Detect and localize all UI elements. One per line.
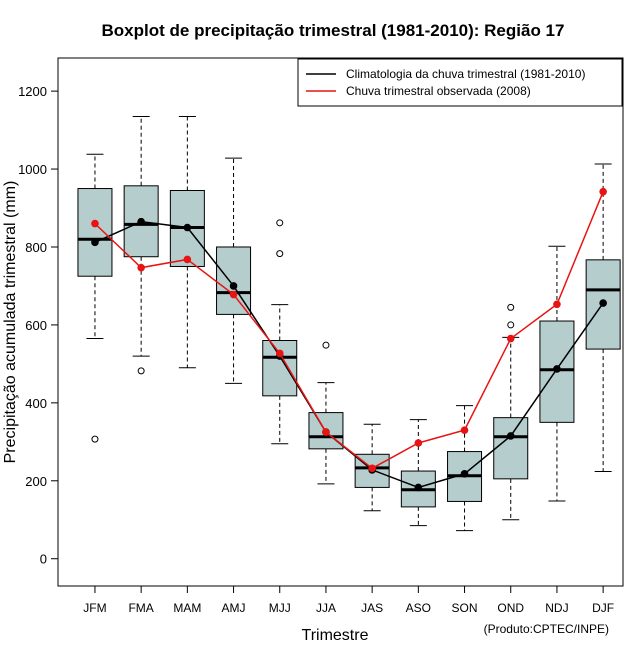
observed-point: [229, 290, 238, 299]
legend-label-climatology: Climatologia da chuva trimestral (1981-2…: [346, 67, 585, 81]
climatology-point: [506, 432, 515, 440]
x-tick-label: ASO: [406, 601, 431, 615]
box: [585, 259, 621, 350]
x-tick-label: AMJ: [222, 601, 246, 615]
climatology-point: [460, 469, 469, 478]
plot-frame: [57, 57, 624, 587]
observed-point: [91, 219, 99, 228]
observed-point: [414, 439, 423, 447]
x-tick-label: OND: [497, 601, 524, 615]
box: [493, 417, 529, 480]
chart-title: Boxplot de precipitação trimestral (1981…: [102, 21, 565, 40]
y-tick-label: 1200: [18, 84, 47, 99]
observed-point: [183, 255, 192, 264]
boxes: [77, 115, 621, 532]
climatology-point: [553, 365, 561, 373]
x-tick-label: FMA: [128, 601, 153, 615]
x-axis: JFM FMA MAM AMJ MJJ JJA JAS ASO SON OND NDJ DJF: [83, 585, 614, 615]
outlier-point: [507, 321, 515, 329]
climatology-point: [91, 238, 99, 247]
box: [262, 340, 298, 397]
outlier-point: [137, 367, 145, 375]
outlier-point: [507, 303, 515, 311]
y-tick-label: 200: [25, 474, 47, 489]
y-tick-label: 0: [40, 552, 47, 567]
box: [77, 188, 113, 277]
climatology-point: [137, 217, 145, 226]
climatology-point: [599, 299, 607, 307]
x-tick-label: NDJ: [545, 601, 568, 615]
x-tick-label: MJJ: [269, 601, 291, 615]
box: [216, 246, 252, 315]
x-tick-label: JFM: [83, 601, 106, 615]
y-axis-label: Precipitação acumulada trimestral (mm): [2, 181, 19, 464]
series-lines: [91, 187, 607, 492]
x-tick-label: SON: [452, 601, 478, 615]
observed-point: [368, 464, 376, 473]
y-tick-label: 600: [25, 318, 47, 333]
climatology-point: [229, 282, 238, 290]
credit-text: (Produto:CPTEC/INPE): [484, 622, 609, 636]
observed-point: [599, 187, 607, 196]
outlier-point: [91, 435, 99, 443]
x-tick-label: JJA: [316, 601, 336, 615]
observed-point: [275, 349, 284, 358]
observed-point: [322, 428, 330, 436]
observed-point: [460, 426, 469, 434]
observed-point: [553, 300, 561, 309]
observed-line: [94, 191, 604, 470]
x-tick-label: JAS: [361, 601, 383, 615]
y-tick-label: 800: [25, 240, 47, 255]
x-tick-label: DJF: [592, 601, 614, 615]
climatology-point: [414, 483, 423, 492]
climatology-point: [183, 223, 192, 232]
x-tick-label: MAM: [173, 601, 201, 615]
observed-point: [506, 334, 515, 343]
legend: Climatologia da chuva trimestral (1981-2…: [297, 58, 623, 107]
outlier-point: [276, 250, 284, 258]
observed-point: [137, 263, 145, 272]
outlier-point: [276, 219, 284, 227]
legend-label-observed: Chuva trimestral observada (2008): [346, 84, 531, 98]
y-axis: 0 200 400 600 800 1000 1200: [18, 84, 59, 567]
legend-box: [297, 58, 623, 107]
outlier-point: [322, 341, 330, 349]
y-tick-label: 400: [25, 396, 47, 411]
y-tick-label: 1000: [18, 162, 47, 177]
x-axis-label: Trimestre: [302, 627, 369, 644]
